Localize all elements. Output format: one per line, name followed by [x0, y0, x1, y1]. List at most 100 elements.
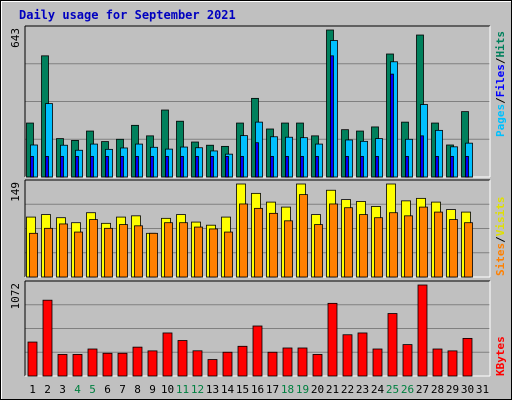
bar-pages-day-16 — [255, 142, 259, 178]
x-tick-day-11: 11 — [176, 383, 189, 396]
bar-pages-day-6 — [105, 156, 109, 178]
bar-pages-day-2 — [45, 156, 49, 178]
x-tick-day-4: 4 — [74, 383, 81, 396]
x-tick-day-30: 30 — [461, 383, 474, 396]
legend-sep: / — [494, 57, 507, 64]
bar-pages-day-18 — [285, 156, 289, 178]
bar-pages-day-20 — [315, 156, 319, 178]
x-tick-day-1: 1 — [29, 383, 36, 396]
bar-sites-day-27 — [419, 206, 428, 278]
x-tick-day-27: 27 — [416, 383, 429, 396]
y-max-label: 149 — [9, 182, 22, 202]
bar-pages-day-28 — [435, 156, 439, 178]
bar-kbytes-day-25 — [387, 313, 398, 377]
bar-kbytes-day-15 — [237, 345, 248, 377]
panel-1: 643 — [9, 25, 491, 178]
x-tick-day-20: 20 — [311, 383, 324, 396]
x-tick-day-14: 14 — [221, 383, 235, 396]
series-files — [30, 40, 473, 178]
bar-kbytes-day-10 — [162, 332, 173, 377]
bar-kbytes-day-13 — [207, 359, 218, 377]
bar-kbytes-day-5 — [87, 348, 98, 377]
bar-pages-day-8 — [135, 156, 139, 178]
bar-pages-day-25 — [390, 73, 394, 178]
bar-sites-day-29 — [449, 219, 458, 278]
bar-kbytes-day-14 — [222, 351, 233, 377]
x-tick-day-3: 3 — [59, 383, 66, 396]
bar-kbytes-day-12 — [192, 350, 203, 377]
bar-pages-day-12 — [195, 156, 199, 178]
x-tick-day-29: 29 — [446, 383, 459, 396]
bar-sites-day-3 — [59, 223, 68, 278]
bar-pages-day-24 — [375, 156, 379, 178]
bar-kbytes-day-26 — [402, 344, 413, 377]
bar-sites-day-10 — [164, 222, 173, 278]
bar-pages-day-22 — [345, 156, 349, 178]
bar-sites-day-6 — [104, 227, 113, 278]
bar-pages-day-13 — [210, 156, 214, 178]
legend-files: Files — [494, 64, 507, 97]
bar-kbytes-day-27 — [417, 284, 428, 377]
bar-sites-day-16 — [254, 207, 263, 278]
bar-kbytes-day-22 — [342, 334, 353, 377]
bar-sites-day-5 — [89, 219, 98, 278]
bar-pages-day-21 — [330, 55, 334, 178]
chart-title: Daily usage for September 2021 — [19, 8, 236, 22]
bar-pages-day-1 — [30, 156, 34, 178]
x-tick-day-5: 5 — [89, 383, 96, 396]
bar-sites-day-25 — [389, 212, 398, 278]
bar-pages-day-26 — [405, 156, 409, 178]
legend-sites-visits: Sites/Visits — [494, 197, 507, 277]
legend-hits-files-pages: Pages/Files/Hits — [494, 31, 507, 137]
series-pages — [30, 55, 469, 178]
bar-kbytes-day-1 — [27, 341, 38, 377]
bar-pages-day-3 — [60, 156, 64, 178]
bar-pages-day-9 — [150, 156, 154, 178]
series-kbytes — [27, 284, 473, 377]
bar-kbytes-day-7 — [117, 352, 128, 377]
legend-sep: / — [494, 236, 507, 243]
x-tick-day-2: 2 — [44, 383, 51, 396]
bar-sites-day-8 — [134, 225, 143, 278]
bar-kbytes-day-9 — [147, 350, 158, 377]
bar-pages-day-27 — [420, 135, 424, 178]
bar-kbytes-day-8 — [132, 346, 143, 377]
legend-visits: Visits — [494, 197, 507, 237]
x-tick-day-9: 9 — [149, 383, 156, 396]
bar-kbytes-day-20 — [312, 354, 323, 377]
bar-kbytes-day-4 — [72, 354, 83, 377]
bar-sites-day-4 — [74, 231, 83, 278]
bar-files-day-28 — [435, 129, 443, 178]
bar-kbytes-day-17 — [267, 351, 278, 377]
bar-kbytes-day-23 — [357, 332, 368, 377]
bar-pages-day-14 — [225, 156, 229, 178]
x-tick-day-8: 8 — [134, 383, 141, 396]
bar-pages-day-7 — [120, 156, 124, 178]
bar-sites-day-21 — [329, 203, 338, 278]
bar-pages-day-4 — [75, 156, 79, 178]
x-tick-day-10: 10 — [161, 383, 174, 396]
y-max-label: 643 — [9, 28, 22, 48]
panel-2: 149 — [9, 179, 491, 278]
bar-sites-day-14 — [224, 231, 233, 278]
chart-panels: 643 149 1072 — [9, 25, 491, 377]
x-tick-day-22: 22 — [341, 383, 354, 396]
bar-sites-day-1 — [29, 232, 38, 278]
x-tick-day-17: 17 — [266, 383, 279, 396]
x-tick-day-25: 25 — [386, 383, 399, 396]
bar-pages-day-23 — [360, 156, 364, 178]
bar-sites-day-20 — [314, 224, 323, 278]
bar-sites-day-17 — [269, 212, 278, 278]
legend-sites: Sites — [494, 243, 507, 276]
bar-kbytes-day-6 — [102, 352, 113, 377]
panel-3: 1072 — [9, 280, 491, 377]
x-tick-day-26: 26 — [401, 383, 414, 396]
bar-kbytes-day-3 — [57, 354, 68, 377]
x-tick-day-28: 28 — [431, 383, 444, 396]
bar-kbytes-day-11 — [177, 340, 188, 377]
bar-sites-day-13 — [209, 228, 218, 278]
bar-kbytes-day-28 — [432, 348, 443, 377]
bar-kbytes-day-18 — [282, 347, 293, 377]
